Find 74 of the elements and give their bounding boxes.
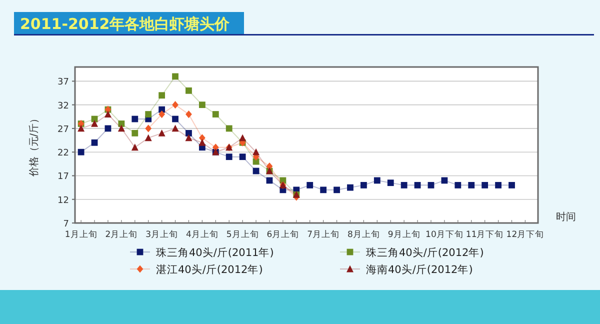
y-axis-title: 价格（元/斤） [28,113,40,178]
chart-title: 2011-2012年各地白虾塘头价 [20,15,231,33]
x-tick-label: 1月上旬 [64,229,98,240]
x-tick-label: 5月上旬 [226,229,259,240]
point [186,87,192,94]
point [118,124,125,132]
point [198,138,206,146]
point [414,182,421,188]
x-axis-title: 时间 [556,211,576,223]
point [387,180,394,186]
y-tick-label: 32 [58,101,69,112]
point [360,182,367,188]
point [104,110,112,118]
point [306,182,314,188]
point [172,116,178,122]
point [145,111,152,118]
point [91,120,98,127]
point [172,124,179,132]
point [508,182,515,188]
point [78,148,84,156]
point [172,101,178,109]
point [132,130,138,136]
x-tick-label: 2月上旬 [105,229,138,240]
point [374,177,380,184]
point [186,130,192,136]
point [158,110,166,118]
x-tick-label: 12月下旬 [506,229,544,240]
x-tick-label: 6月上旬 [266,229,300,240]
point [185,134,192,142]
y-tick-label: 7 [63,220,69,230]
y-tick-label: 27 [58,124,69,135]
point [334,186,340,194]
point [132,116,138,122]
point [226,125,232,132]
point [482,182,488,188]
y-tick-label: 12 [58,196,69,206]
point [158,92,166,99]
legend-label: 海南40头/斤(2012年) [366,263,473,276]
x-tick-label: 8月上旬 [347,229,380,240]
title: 2011-2012年各地白虾塘头价 [14,12,244,34]
point [495,182,502,188]
point [212,111,219,118]
x-tick-label: 4月上旬 [186,229,218,240]
point [239,154,246,160]
point [239,134,246,142]
y-tick-label: 37 [58,78,69,88]
point [347,184,354,191]
y-tick-label: 17 [58,172,69,182]
legend-label: 珠三角40头/斤(2012年) [366,246,484,259]
point [186,110,192,118]
x-tick-label: 9月上旬 [388,229,420,240]
x-tick-label: 10月下旬 [426,229,464,240]
legend-label: 湛江40头/斤(2012年) [156,263,263,276]
point [400,182,408,188]
point [428,182,434,188]
point [198,102,206,108]
point [91,139,98,146]
point [468,182,475,188]
x-tick-label: 11月下旬 [466,229,504,240]
point [144,134,152,142]
x-tick-label: 7月上旬 [307,229,340,240]
point [145,124,152,132]
point [131,144,138,151]
y-tick-label: 22 [58,148,69,159]
point [118,120,125,127]
point [320,186,327,194]
point [454,182,462,188]
point [158,129,166,136]
legend-label: 珠三角40头/斤(2011年) [156,246,274,259]
point [78,124,85,132]
point [226,154,232,160]
point [172,73,178,80]
x-tick-label: 3月上旬 [146,229,178,240]
point [252,148,260,156]
